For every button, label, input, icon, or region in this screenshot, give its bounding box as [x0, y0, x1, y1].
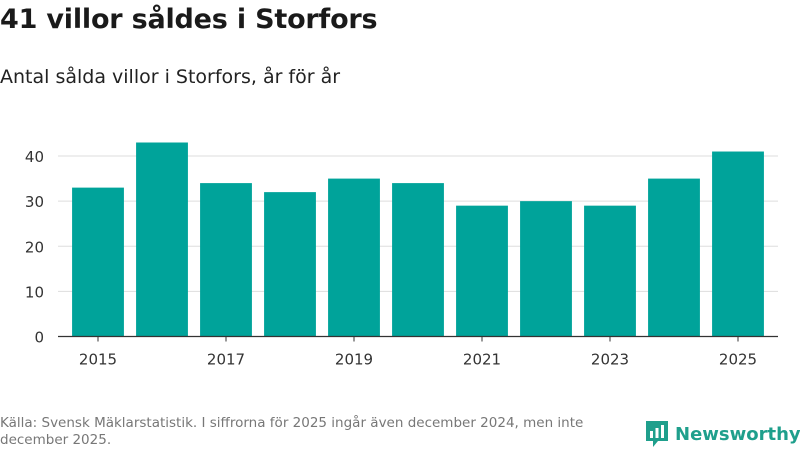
bars — [72, 142, 764, 337]
x-tick-label: 2021 — [463, 351, 501, 369]
x-tick-label: 2017 — [207, 351, 245, 369]
brand-logo[interactable]: Newsworthy — [645, 419, 800, 449]
bar-2015 — [72, 187, 124, 337]
x-tick-label: 2015 — [79, 351, 117, 369]
bar-2023 — [584, 205, 636, 337]
x-axis-ticks: 2015 2017 2019 2021 2023 2025 — [79, 336, 757, 369]
bar-chart: 0 10 20 30 40 2015 2017 2019 2021 2023 2025 — [25, 142, 778, 369]
y-axis-ticks: 0 10 20 30 40 — [25, 148, 44, 346]
y-tick-label: 0 — [34, 329, 44, 347]
bar-2020 — [392, 183, 444, 337]
x-tick-label: 2023 — [591, 351, 629, 369]
bar-2025 — [712, 151, 764, 337]
bar-2021 — [456, 205, 508, 337]
y-tick-label: 30 — [25, 193, 44, 211]
bar-2018 — [264, 192, 316, 337]
y-tick-label: 10 — [25, 283, 44, 301]
bar-2016 — [136, 142, 188, 337]
brand-name: Newsworthy — [675, 423, 800, 445]
bar-2022 — [520, 201, 572, 337]
y-tick-label: 20 — [25, 238, 44, 256]
x-tick-label: 2025 — [719, 351, 757, 369]
source-note: Källa: Svensk Mäklarstatistik. I siffror… — [0, 415, 584, 448]
bar-2024 — [648, 178, 700, 337]
bar-2017 — [200, 183, 252, 337]
x-tick-label: 2019 — [335, 351, 373, 369]
y-tick-label: 40 — [25, 148, 44, 166]
bar-2019 — [328, 178, 380, 337]
chart-subtitle: Antal sålda villor i Storfors, år för år — [0, 66, 341, 88]
newsworthy-logo-icon — [646, 421, 668, 447]
chart-title: 41 villor såldes i Storfors — [0, 4, 378, 35]
